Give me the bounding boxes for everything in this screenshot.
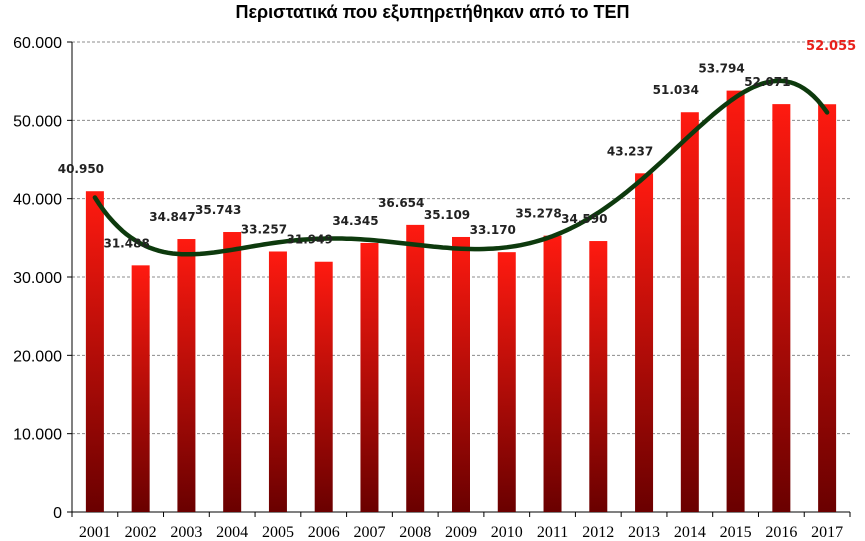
data-label: 43.237 xyxy=(607,144,653,158)
x-tick-label: 2010 xyxy=(491,524,523,541)
bar xyxy=(406,224,425,512)
x-tick-label: 2001 xyxy=(79,524,111,541)
data-label: 31.949 xyxy=(287,233,333,247)
bar xyxy=(360,242,379,512)
x-tick-label: 2011 xyxy=(537,524,568,541)
bar xyxy=(268,251,287,513)
data-label: 33.257 xyxy=(241,222,287,236)
bar xyxy=(543,235,562,512)
gridlines xyxy=(67,41,850,513)
x-tick-label: 2008 xyxy=(399,524,431,541)
data-label: 35.743 xyxy=(195,203,241,217)
x-tick-label: 2017 xyxy=(811,524,843,541)
y-tick-label: 20.000 xyxy=(13,348,62,365)
x-tick-label: 2016 xyxy=(765,524,797,541)
x-tick-label: 2007 xyxy=(353,524,385,541)
bar xyxy=(497,252,516,512)
data-label: 33.170 xyxy=(470,223,516,237)
x-tick-label: 2006 xyxy=(308,524,340,541)
trendline-curve xyxy=(92,78,830,257)
data-label: 35.278 xyxy=(515,207,561,221)
data-label: 34.847 xyxy=(149,210,195,224)
bar xyxy=(635,173,654,512)
data-label: 51.034 xyxy=(653,83,699,97)
data-label: 36.654 xyxy=(378,196,424,210)
bar xyxy=(772,104,791,512)
x-tick-label: 2003 xyxy=(170,524,202,541)
x-tick-label: 2012 xyxy=(582,524,614,541)
data-label: 34.590 xyxy=(561,212,607,226)
bar xyxy=(85,191,104,512)
y-tick-label: 0 xyxy=(53,505,62,522)
bar xyxy=(726,90,745,512)
y-tick-label: 10.000 xyxy=(13,427,62,444)
bar xyxy=(452,236,470,513)
trendline xyxy=(92,78,830,257)
tick-labels: 0 10.000 20.000 30.000 40.000 50.000 60.000 200… xyxy=(13,35,843,541)
data-label: 52.071 xyxy=(744,75,790,89)
data-label: 52.055 xyxy=(806,39,856,54)
y-tick-label: 30.000 xyxy=(13,270,62,287)
x-tick-label: 2009 xyxy=(445,524,477,541)
bars xyxy=(85,90,837,513)
bar xyxy=(818,104,837,512)
bar xyxy=(680,112,699,512)
chart-title: Περιστατικά που εξυπηρετήθηκαν από το ΤΕ… xyxy=(235,2,630,22)
data-label: 34.345 xyxy=(332,214,378,228)
data-label: 40.950 xyxy=(58,162,104,176)
y-tick-label: 50.000 xyxy=(13,113,62,130)
data-label: 53.794 xyxy=(698,62,744,76)
x-tick-label: 2002 xyxy=(125,524,157,541)
y-tick-label: 60.000 xyxy=(13,35,62,52)
x-tick-label: 2014 xyxy=(674,524,706,541)
bar xyxy=(131,265,150,512)
x-tick-label: 2015 xyxy=(720,524,752,541)
bar xyxy=(314,261,333,512)
bar xyxy=(589,241,608,513)
data-label: 31.488 xyxy=(103,236,149,250)
x-tick-label: 2004 xyxy=(216,524,248,541)
data-label: 35.109 xyxy=(424,208,470,222)
y-tick-label: 40.000 xyxy=(13,192,62,209)
x-tick-label: 2013 xyxy=(628,524,660,541)
x-tick-label: 2005 xyxy=(262,524,294,541)
bar xyxy=(223,232,242,512)
bar xyxy=(177,239,196,512)
